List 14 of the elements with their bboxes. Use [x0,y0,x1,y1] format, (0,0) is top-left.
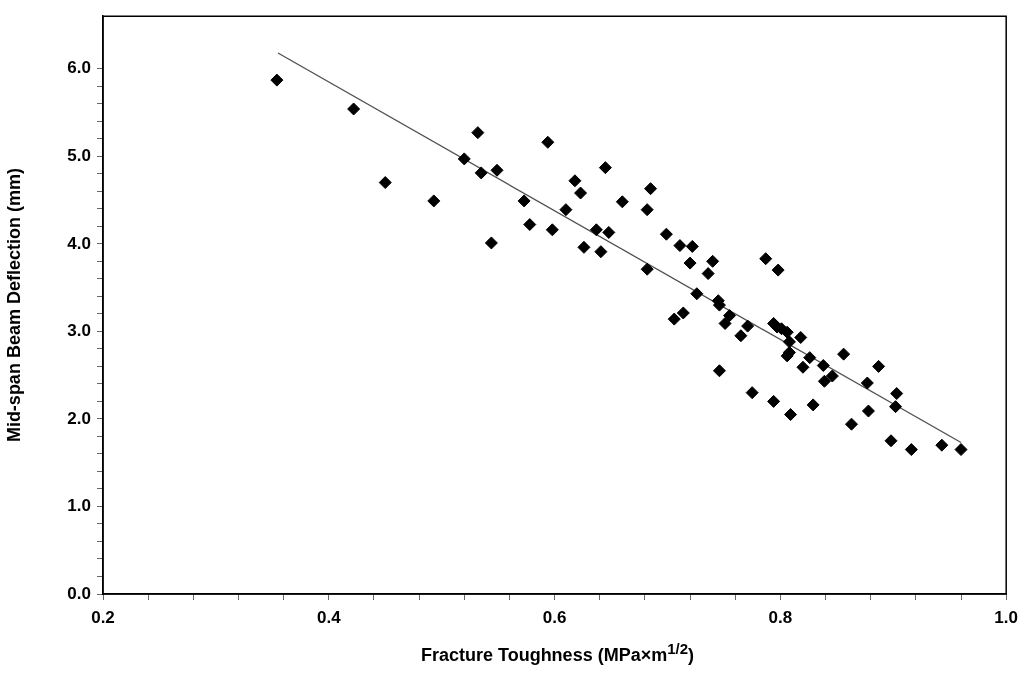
x-tick-label: 0.8 [768,607,793,627]
x-tick-label: 1.0 [994,607,1018,627]
x-tick-label: 0.2 [91,607,115,627]
y-tick-label: 4.0 [67,233,91,253]
x-tick-label: 0.4 [316,607,342,627]
y-tick-label: 6.0 [67,58,91,78]
y-axis-title: Mid-span Beam Deflection (mm) [3,168,24,443]
y-tick-label: 3.0 [67,321,91,341]
y-tick-label: 1.0 [67,496,91,516]
y-tick-label: 0.0 [67,583,91,603]
y-tick-label: 5.0 [67,145,91,165]
x-tick-label: 0.6 [542,607,567,627]
x-axis-title: Fracture Toughness (MPa×m$^{1/2}$) [419,640,696,666]
y-tick-label: 2.0 [67,408,91,428]
